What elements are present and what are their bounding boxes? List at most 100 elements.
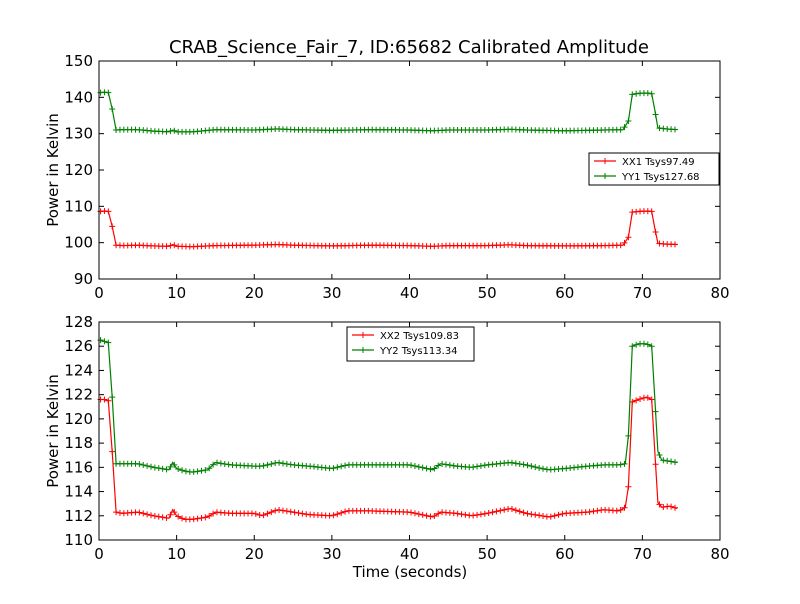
data-point-marker [415, 511, 422, 518]
data-point-marker [652, 461, 659, 468]
data-point-marker [291, 509, 298, 516]
data-point-marker [140, 461, 147, 468]
data-point-marker [279, 460, 286, 467]
data-point-marker [652, 228, 659, 235]
data-point-marker [109, 105, 116, 112]
data-point-marker [497, 507, 504, 514]
data-point-marker [648, 90, 655, 97]
data-point-marker [155, 465, 162, 472]
data-point-marker [264, 510, 271, 517]
legend-marker [602, 173, 608, 179]
data-point-marker [656, 125, 663, 132]
legend-frame [346, 326, 475, 362]
x-tick-label: 60 [555, 284, 574, 302]
data-point-marker [109, 448, 116, 455]
data-point-marker [536, 464, 543, 471]
data-point-marker [613, 507, 620, 514]
data-point-marker [528, 511, 535, 518]
y-tick-label: 126 [64, 337, 93, 355]
data-point-marker [540, 513, 547, 520]
data-point-marker [555, 511, 562, 518]
data-point-marker [113, 509, 120, 516]
data-point-marker [668, 458, 675, 465]
data-point-marker [625, 432, 632, 439]
data-point-marker [105, 397, 112, 404]
data-point-marker [431, 513, 438, 520]
x-tick-label: 50 [478, 284, 497, 302]
data-point-marker [633, 397, 640, 404]
x-tick-label: 70 [633, 284, 652, 302]
data-point-marker [520, 509, 527, 516]
data-point-marker [167, 463, 174, 470]
data-point-marker [423, 512, 430, 519]
data-point-marker [532, 511, 539, 518]
data-point-marker [202, 467, 209, 474]
data-point-marker [163, 466, 170, 473]
y-tick-label: 140 [64, 88, 93, 106]
x-tick-label: 40 [400, 545, 419, 563]
data-point-marker [411, 463, 418, 470]
x-tick-label: 80 [710, 545, 729, 563]
data-point-marker [408, 462, 415, 469]
data-point-marker [474, 511, 481, 518]
data-point-marker [485, 510, 492, 517]
data-point-marker [481, 462, 488, 469]
data-point-marker [524, 510, 531, 517]
data-point-marker [419, 511, 426, 518]
data-point-marker [652, 111, 659, 118]
chart-title: CRAB_Science_Fair_7, ID:65682 Calibrated… [169, 37, 649, 58]
data-point-marker [648, 343, 655, 350]
data-point-marker [419, 464, 426, 471]
data-point-marker [640, 340, 647, 347]
data-point-marker [501, 506, 508, 513]
legend: XX1 Tsys97.49 YY1 Tsys127.68 [588, 152, 720, 186]
data-point-marker [508, 459, 515, 466]
y-tick-label: 130 [64, 125, 93, 143]
data-point-marker [287, 508, 294, 515]
data-point-marker [656, 501, 663, 508]
series-1 [97, 208, 678, 250]
legend-label: YY1 Tsys127.68 [621, 172, 700, 183]
data-point-marker [179, 515, 186, 522]
data-point-marker [182, 468, 189, 475]
x-tick-label: 60 [555, 545, 574, 563]
data-point-marker [101, 396, 108, 403]
x-tick-label: 80 [710, 284, 729, 302]
data-point-marker [194, 515, 201, 522]
data-point-marker [299, 510, 306, 517]
x-tick-label: 20 [245, 284, 264, 302]
data-point-marker [163, 128, 170, 135]
data-point-marker [458, 511, 465, 518]
data-point-marker [439, 460, 446, 467]
data-point-marker [625, 483, 632, 490]
data-point-marker [179, 467, 186, 474]
data-point-marker [660, 504, 667, 511]
data-point-marker [427, 466, 434, 473]
data-point-marker [594, 507, 601, 514]
data-point-marker [148, 512, 155, 519]
data-point-marker [644, 394, 651, 401]
data-point-marker [431, 465, 438, 472]
legend-label: XX1 Tsys97.49 [622, 157, 695, 168]
y-tick-label: 112 [64, 507, 93, 525]
data-point-marker [171, 509, 178, 516]
legend-frame [588, 152, 720, 186]
data-point-marker [536, 512, 543, 519]
data-point-marker [194, 468, 201, 475]
legend-label: YY2 Tsys113.34 [379, 346, 458, 357]
x-tick-label: 0 [94, 284, 104, 302]
data-point-marker [155, 513, 162, 520]
legend-label: XX2 Tsys109.83 [380, 331, 459, 342]
data-point-marker [520, 461, 527, 468]
data-point-marker [140, 510, 147, 517]
data-point-marker [559, 510, 566, 517]
data-point-marker [268, 460, 275, 467]
data-point-marker [528, 463, 535, 470]
data-point-marker [272, 507, 279, 514]
data-point-marker [163, 514, 170, 521]
data-point-marker [621, 460, 628, 467]
data-point-marker [101, 338, 108, 345]
y-axis-label: Power in Kelvin [44, 374, 62, 488]
